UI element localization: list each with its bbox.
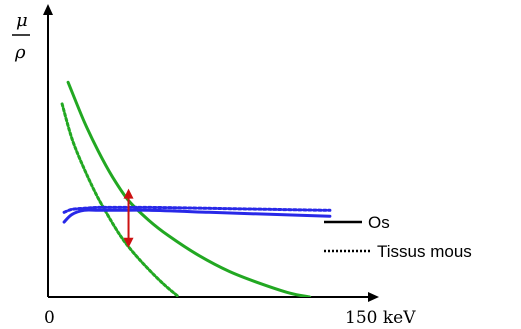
legend-label-os: Os <box>368 213 390 232</box>
x-tick-label-150: 150 keV <box>345 308 416 328</box>
series-bone-green <box>66 80 312 297</box>
y-axis-arrowhead <box>43 4 53 15</box>
arrowhead-bottom <box>123 237 134 248</box>
x-tick-label-0: 0 <box>44 308 55 328</box>
series-soft-tissue-blue <box>62 205 332 214</box>
y-label-numerator: μ <box>16 10 28 31</box>
y-label-denominator: ρ <box>14 42 26 63</box>
legend-label-tissus-mous: Tissus mous <box>377 242 472 261</box>
series-bone-blue <box>62 208 332 224</box>
series-soft-tissue-green <box>60 102 181 297</box>
x-axis-arrowhead <box>368 292 379 302</box>
plot-area <box>60 80 332 297</box>
arrowhead-top <box>123 188 134 199</box>
difference-arrow <box>123 188 134 248</box>
legend: Os Tissus mous <box>324 213 472 261</box>
